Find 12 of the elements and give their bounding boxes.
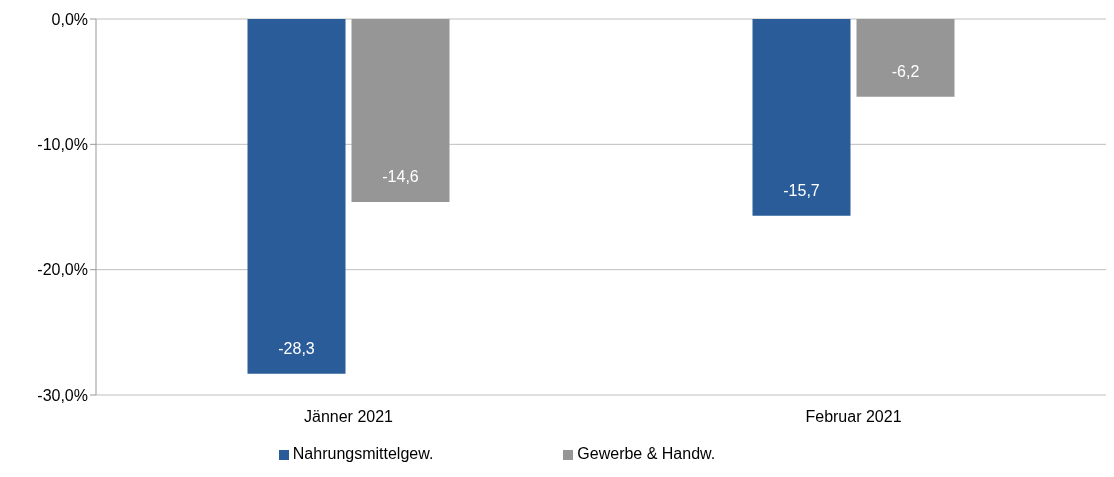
data-label: -6,2: [891, 62, 920, 80]
y-tick-label: -10,0%: [37, 136, 88, 154]
y-tick-label: -30,0%: [37, 386, 88, 404]
data-label: -28,3: [278, 339, 315, 357]
y-tick-label: -20,0%: [37, 261, 88, 279]
data-label: -15,7: [783, 181, 820, 199]
x-tick-label: Jänner 2021: [304, 408, 394, 426]
x-tick-label: Februar 2021: [805, 408, 902, 426]
data-label: -14,6: [382, 167, 419, 185]
legend-label: Gewerbe & Handw.: [577, 445, 716, 462]
legend-label: Nahrungsmittelgew.: [292, 445, 434, 462]
y-tick-label: 0,0%: [51, 10, 88, 28]
